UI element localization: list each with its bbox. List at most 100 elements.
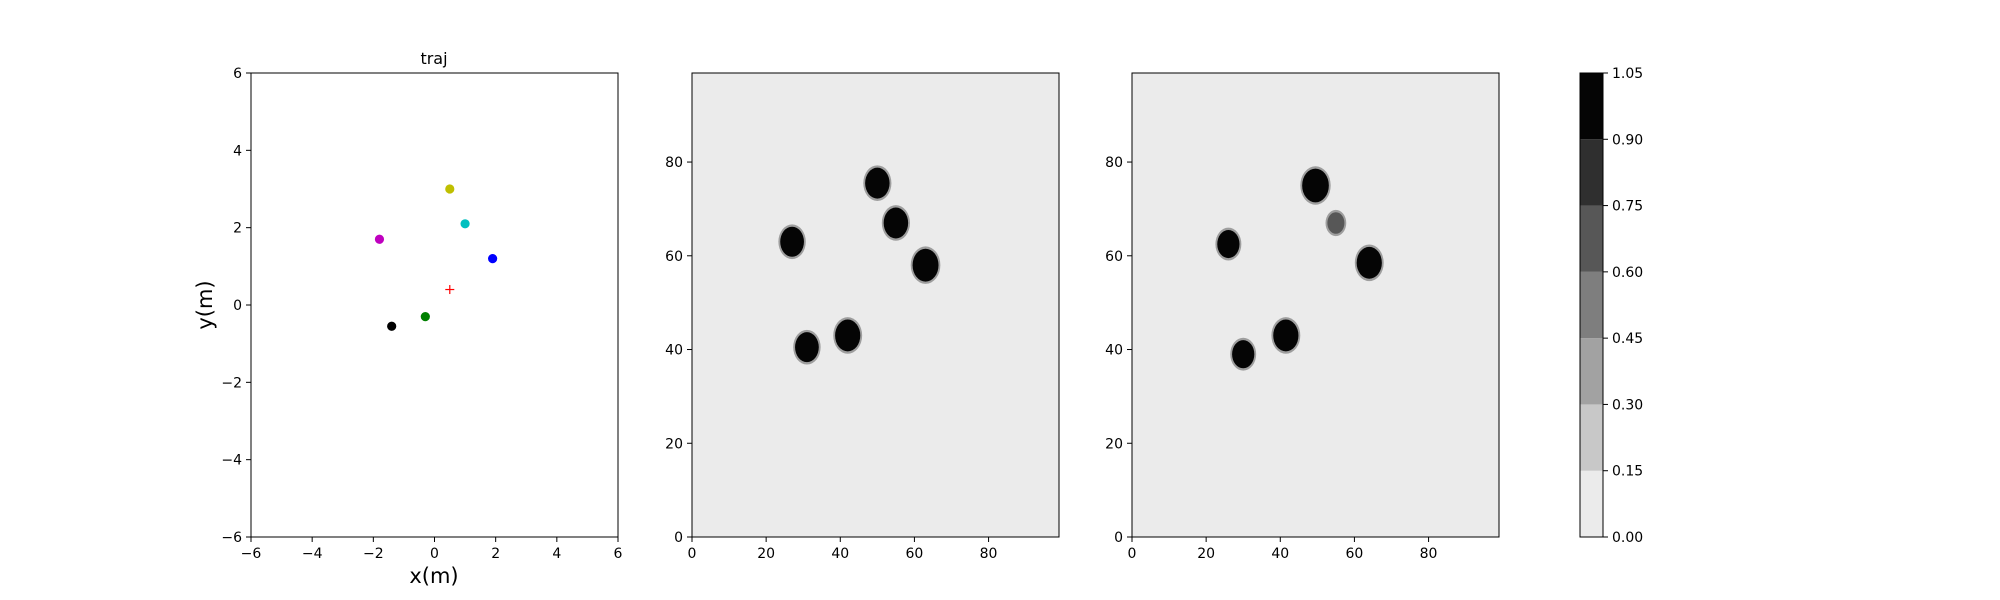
heatmap-left-x-tick-label: 0 — [688, 546, 697, 562]
obstacle-blob-core — [883, 207, 909, 239]
heatmap-right-obstacles — [1215, 166, 1384, 371]
trajectory-x-tick-label: −6 — [241, 546, 262, 562]
heatmap-left-y-tick-label: 60 — [665, 249, 683, 265]
heatmap-left-y-tick-label: 40 — [665, 343, 683, 359]
trajectory-plot-title: traj — [420, 49, 447, 68]
colorbar-tick-label: 0.75 — [1612, 199, 1643, 215]
heatmap-left-x-ticks: 0 20 40 60 80 — [688, 537, 998, 562]
agent-point — [387, 321, 397, 331]
colorbar-frame — [1579, 72, 1604, 538]
heatmap-right-y-tick-label: 0 — [1114, 530, 1123, 546]
agent-point — [445, 184, 455, 194]
trajectory-x-tick-label: 4 — [552, 546, 561, 562]
heatmap-right-x-tick-label: 20 — [1197, 546, 1215, 562]
trajectory-y-tick-label: −6 — [221, 530, 242, 546]
goal-marker — [445, 285, 455, 295]
obstacle-blob-core — [1273, 319, 1299, 352]
trajectory-x-tick-label: 6 — [614, 546, 623, 562]
colorbar-band — [1580, 139, 1603, 206]
heatmap-left-y-tick-label: 20 — [665, 436, 683, 452]
colorbar-ticks: 0.00 0.15 0.30 0.45 0.60 0.75 0.90 1.05 — [1603, 66, 1643, 546]
heatmap-left-background — [692, 73, 1059, 537]
heatmap-left: 0 20 40 60 80 0 20 40 60 80 — [665, 72, 1060, 562]
trajectory-y-tick-label: 0 — [233, 298, 242, 314]
trajectory-x-tick-label: −2 — [363, 546, 384, 562]
obstacle-blob-core — [1302, 168, 1329, 203]
colorbar-band — [1580, 338, 1603, 405]
colorbar: 0.00 0.15 0.30 0.45 0.60 0.75 0.90 1.05 — [1579, 66, 1643, 546]
trajectory-y-tick-label: 2 — [233, 221, 242, 237]
heatmap-left-x-tick-label: 40 — [831, 546, 849, 562]
heatmap-left-x-tick-label: 60 — [906, 546, 924, 562]
heatmap-left-y-tick-label: 0 — [674, 530, 683, 546]
trajectory-y-tick-label: 4 — [233, 143, 242, 159]
trajectory-y-ticks: −6 −4 −2 0 2 4 6 — [221, 66, 251, 546]
heatmap-left-y-tick-label: 80 — [665, 155, 683, 171]
heatmap-right-y-ticks: 0 20 40 60 80 — [1105, 155, 1132, 546]
agent-point — [488, 254, 498, 264]
obstacle-blob-core — [780, 226, 804, 257]
obstacle-blob — [1354, 244, 1384, 282]
colorbar-tick-label: 0.45 — [1612, 331, 1643, 347]
colorbar-tick-label: 0.00 — [1612, 530, 1643, 546]
obstacle-blob-core — [1217, 230, 1240, 259]
obstacle-blob-core — [1356, 246, 1382, 279]
y-axis-label: y(m) — [193, 280, 217, 329]
colorbar-bands — [1580, 73, 1603, 537]
heatmap-right-y-tick-label: 60 — [1105, 249, 1123, 265]
heatmap-right-y-tick-label: 20 — [1105, 436, 1123, 452]
colorbar-tick-label: 0.90 — [1612, 132, 1643, 148]
obstacle-blob — [1271, 317, 1301, 354]
colorbar-band — [1580, 271, 1603, 339]
colorbar-tick-label: 0.60 — [1612, 265, 1643, 281]
trajectory-plot: traj −6 −4 −2 0 2 4 6 −6 −4 −2 0 2 4 6 x(m) y(m) — [193, 49, 623, 588]
x-axis-label: x(m) — [409, 564, 458, 588]
heatmap-right-y-tick-label: 40 — [1105, 343, 1123, 359]
colorbar-band — [1580, 205, 1603, 272]
trajectory-y-tick-label: 6 — [233, 66, 242, 82]
trajectory-y-tick-label: −4 — [221, 453, 242, 469]
obstacle-blob-core — [835, 319, 861, 352]
heatmap-right-x-tick-label: 0 — [1128, 546, 1137, 562]
colorbar-tick-label: 0.30 — [1612, 397, 1643, 413]
colorbar-tick-label: 0.15 — [1612, 464, 1643, 480]
trajectory-x-tick-label: −4 — [302, 546, 323, 562]
obstacle-blob — [1230, 337, 1257, 371]
obstacle-blob — [863, 165, 892, 201]
obstacle-blob-core — [795, 332, 819, 363]
heatmap-right-x-tick-label: 80 — [1420, 546, 1438, 562]
obstacle-blob — [778, 224, 806, 260]
heatmap-left-y-ticks: 0 20 40 60 80 — [665, 155, 692, 546]
heatmap-left-x-tick-label: 80 — [980, 546, 998, 562]
trajectory-y-tick-label: −2 — [221, 375, 242, 391]
obstacle-blob-core — [912, 248, 939, 282]
trajectory-x-ticks: −6 −4 −2 0 2 4 6 — [241, 537, 623, 562]
agent-point — [374, 234, 385, 244]
heatmap-right-background — [1132, 73, 1499, 537]
trajectory-points — [374, 184, 498, 331]
heatmap-right-x-tick-label: 60 — [1346, 546, 1364, 562]
colorbar-band — [1580, 73, 1603, 140]
trajectory-plot-area — [250, 72, 619, 538]
heatmap-right-x-ticks: 0 20 40 60 80 — [1128, 537, 1438, 562]
obstacle-blob — [1325, 209, 1347, 237]
obstacle-blob-core — [1327, 212, 1345, 234]
obstacle-blob — [833, 317, 863, 354]
obstacle-blob — [881, 205, 910, 241]
colorbar-tick-label: 1.05 — [1612, 66, 1643, 82]
heatmap-left-obstacles — [778, 165, 941, 365]
obstacle-blob-core — [1232, 340, 1255, 369]
heatmap-left-frame — [691, 72, 1060, 538]
colorbar-band — [1580, 470, 1603, 537]
heatmap-right-frame — [1131, 72, 1500, 538]
colorbar-band — [1580, 404, 1603, 471]
obstacle-blob-core — [865, 167, 890, 199]
heatmap-right-x-tick-label: 40 — [1271, 546, 1289, 562]
agent-point — [460, 219, 470, 229]
heatmap-left-x-tick-label: 20 — [757, 546, 775, 562]
trajectory-x-tick-label: 2 — [491, 546, 500, 562]
trajectory-x-tick-label: 0 — [430, 546, 439, 562]
obstacle-blob — [793, 329, 821, 365]
obstacle-blob — [910, 246, 941, 284]
